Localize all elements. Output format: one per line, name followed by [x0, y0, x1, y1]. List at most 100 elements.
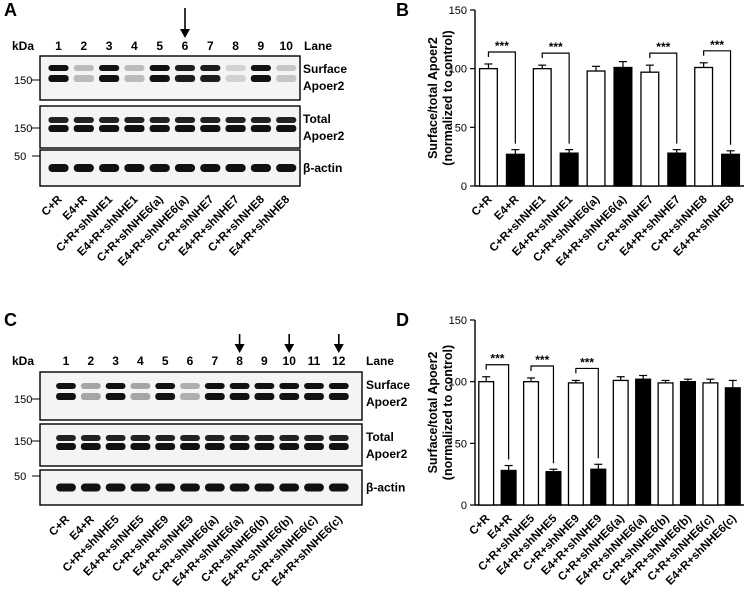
- bar: [657, 382, 674, 506]
- significance-label: ***: [549, 40, 563, 54]
- blot-row: 150 Total Apoer2: [14, 423, 408, 467]
- surface-band-upper: [124, 65, 145, 71]
- bar: [724, 387, 741, 506]
- surface-band-lower: [279, 393, 300, 400]
- lane-number: 8: [232, 39, 239, 53]
- lane-number: 3: [106, 39, 113, 53]
- bar-chart: 0 50 100 150 Surface/total Apoer2 (normalized…: [426, 315, 744, 588]
- surface-band-lower: [124, 75, 145, 82]
- blot-row-label: β-actin: [366, 481, 405, 495]
- total-band-upper: [124, 117, 145, 123]
- x-tick-label: C+R: [470, 193, 495, 218]
- bar: [532, 68, 552, 187]
- lane-number: 2: [80, 39, 87, 53]
- surface-band-upper: [73, 65, 94, 71]
- bar: [679, 381, 697, 506]
- bar: [667, 152, 687, 187]
- lane-arrow-icon: [284, 334, 295, 353]
- total-band-upper: [98, 117, 120, 123]
- blot-row: 150 Surface Apoer2: [14, 55, 347, 101]
- total-band-upper: [105, 435, 126, 441]
- lane-number: 10: [280, 39, 294, 53]
- lane-number: 5: [156, 39, 163, 53]
- blot-row-label: Total: [303, 112, 331, 126]
- arrow-head: [284, 344, 295, 353]
- bar: [721, 153, 741, 187]
- surface-band-upper: [279, 383, 300, 389]
- significance-bracket: [487, 51, 516, 144]
- actin-band: [328, 483, 349, 492]
- actin-band: [155, 483, 176, 492]
- lane-number: 4: [137, 354, 144, 368]
- actin-band: [48, 164, 69, 172]
- surface-band-upper: [180, 383, 200, 389]
- total-band-upper: [250, 117, 272, 123]
- y-tick-label: 50: [455, 122, 467, 134]
- surface-band-lower: [204, 393, 225, 400]
- total-band-lower: [98, 125, 120, 132]
- y-tick-label: 0: [461, 500, 467, 512]
- blot-row-label: β-actin: [303, 161, 342, 175]
- total-band-upper: [200, 117, 221, 123]
- total-band-upper: [48, 117, 69, 123]
- surface-band-lower: [73, 75, 94, 82]
- lane-number: 9: [258, 39, 265, 53]
- blot-row-label: Apoer2: [303, 79, 345, 93]
- surface-band-lower: [200, 75, 221, 82]
- y-tick-label: 150: [449, 5, 467, 17]
- total-band-upper: [80, 435, 101, 441]
- total-band-lower: [276, 125, 297, 132]
- actin-band: [276, 164, 297, 172]
- bar: [522, 381, 540, 506]
- total-band-lower: [204, 443, 225, 450]
- total-band-upper: [304, 435, 324, 441]
- actin-band: [254, 483, 275, 492]
- y-axis-label: Surface/total Apoer2: [426, 352, 440, 474]
- total-band-lower: [328, 443, 349, 450]
- total-band-upper: [204, 435, 225, 441]
- significance-bracket: [485, 364, 510, 460]
- lane-number: 3: [112, 354, 119, 368]
- surface-band-upper: [250, 65, 272, 71]
- lane-number: 7: [211, 354, 218, 368]
- actin-band: [225, 164, 246, 172]
- panel-letter: D: [396, 310, 409, 330]
- lane-number: 1: [63, 354, 70, 368]
- surface-band-upper: [98, 65, 120, 71]
- total-band-upper: [130, 435, 151, 441]
- lane-number: 1: [55, 39, 62, 53]
- total-band-lower: [56, 443, 76, 450]
- surface-band-lower: [48, 75, 69, 82]
- lane-number: 6: [187, 354, 194, 368]
- surface-band-lower: [225, 75, 246, 82]
- blot-row-label: Apoer2: [366, 395, 408, 409]
- total-band-lower: [174, 125, 196, 132]
- surface-band-upper: [130, 383, 151, 389]
- total-band-lower: [130, 443, 151, 450]
- bar: [478, 68, 498, 187]
- lane-number: 5: [162, 354, 169, 368]
- total-band-lower: [180, 443, 200, 450]
- significance-label: ***: [580, 355, 594, 369]
- total-band-lower: [105, 443, 126, 450]
- y-tick-label: 100: [449, 377, 467, 389]
- total-band-lower: [155, 443, 176, 450]
- surface-band-lower: [105, 393, 126, 400]
- actin-band: [105, 483, 126, 492]
- surface-band-upper: [304, 383, 324, 389]
- blot-row: 50 β-actin: [14, 469, 405, 506]
- bar: [612, 379, 629, 506]
- surface-band-lower: [229, 393, 250, 400]
- surface-band-lower: [149, 75, 170, 82]
- mw-marker: 50: [14, 471, 26, 483]
- total-band-lower: [149, 125, 170, 132]
- bar: [559, 152, 579, 187]
- surface-band-lower: [98, 75, 120, 82]
- panel-letter: B: [396, 0, 409, 20]
- total-band-upper: [155, 435, 176, 441]
- y-tick-label: 150: [449, 315, 467, 327]
- bar: [613, 66, 633, 187]
- blot-row: 50 β-actin: [14, 149, 342, 187]
- y-tick-label: 50: [455, 438, 467, 450]
